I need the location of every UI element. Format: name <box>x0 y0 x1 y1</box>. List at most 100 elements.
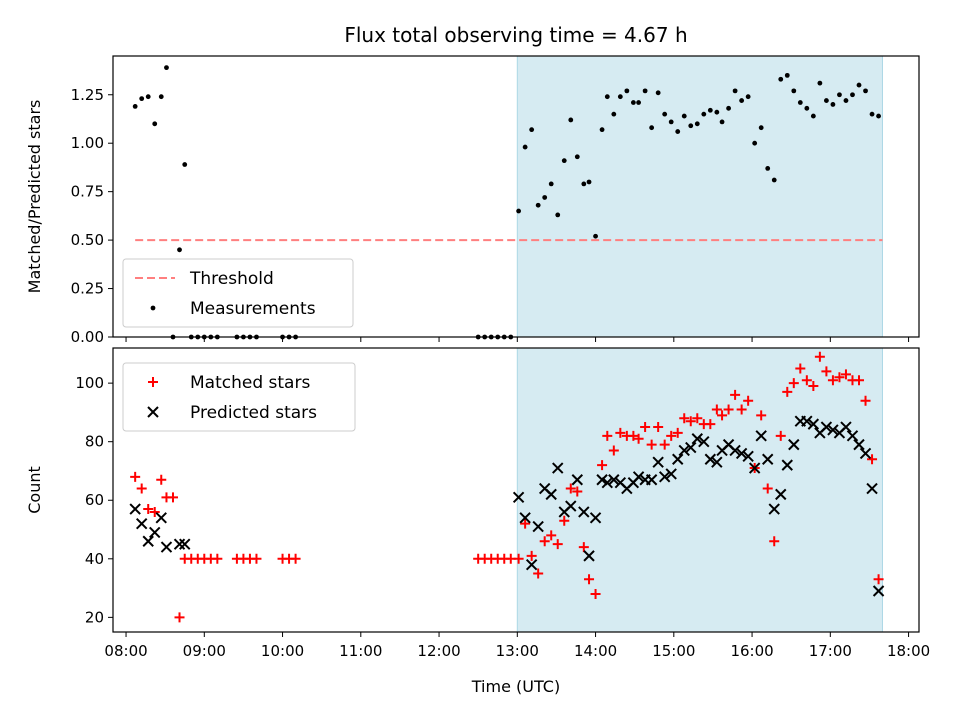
data-point <box>672 453 684 465</box>
x-tick-label: 12:00 <box>417 642 460 660</box>
x-tick-label: 15:00 <box>652 642 695 660</box>
data-point <box>155 512 167 524</box>
data-point <box>692 413 703 424</box>
x-tick-label: 17:00 <box>809 642 852 660</box>
data-point <box>158 94 164 100</box>
data-point <box>525 558 538 571</box>
data-point <box>748 462 761 474</box>
data-point <box>698 435 710 448</box>
legend-swatch <box>147 406 159 418</box>
data-point <box>555 212 561 218</box>
data-point <box>732 88 738 94</box>
data-point <box>143 504 154 515</box>
data-point <box>658 471 671 483</box>
data-point <box>830 102 836 107</box>
data-point <box>578 542 589 553</box>
top-panel: 0.00 0.25 0.50 0.75 1.00 1.25 Matched/Predicte… <box>25 55 920 346</box>
data-point <box>160 541 173 553</box>
data-point <box>719 119 725 125</box>
data-point <box>801 415 813 427</box>
data-point <box>129 503 141 515</box>
data-point <box>174 612 185 623</box>
data-point <box>602 430 613 441</box>
chart-title: Flux total observing time = 4.67 h <box>344 23 687 47</box>
data-point <box>869 111 875 117</box>
data-point <box>846 430 859 442</box>
data-point <box>705 419 716 430</box>
data-point <box>633 433 644 444</box>
data-point <box>769 536 780 547</box>
data-point <box>179 538 191 550</box>
observing-window-span <box>516 55 883 338</box>
data-point <box>860 395 871 406</box>
data-point <box>739 98 745 103</box>
data-point <box>872 585 885 597</box>
data-point <box>539 536 550 547</box>
data-point <box>668 119 674 125</box>
data-point <box>704 453 717 465</box>
data-point <box>827 424 839 436</box>
data-point <box>516 208 522 214</box>
data-point <box>743 395 754 406</box>
data-point <box>817 80 823 86</box>
data-point <box>659 439 670 450</box>
data-point <box>755 430 767 442</box>
data-point <box>729 444 741 457</box>
y-tick-label: 0.50 <box>71 231 104 249</box>
data-point <box>688 123 694 129</box>
y-tick-label: 20 <box>85 608 104 626</box>
data-point <box>765 166 771 171</box>
data-point <box>136 483 147 494</box>
data-point <box>617 94 623 100</box>
data-point <box>788 378 799 389</box>
data-point <box>859 447 872 460</box>
data-point <box>611 111 617 117</box>
data-point <box>758 125 764 131</box>
data-point <box>584 574 595 585</box>
data-point <box>837 92 842 98</box>
data-point <box>182 162 188 167</box>
data-point <box>583 550 595 562</box>
data-point <box>542 195 548 200</box>
data-point <box>132 103 138 109</box>
data-point <box>546 530 557 541</box>
data-point <box>526 550 537 561</box>
y-tick-label: 0.75 <box>71 183 104 201</box>
x-tick-label: 08:00 <box>104 642 147 660</box>
data-point <box>608 474 620 486</box>
data-point <box>814 351 825 362</box>
data-point <box>615 427 626 438</box>
data-point <box>807 418 820 430</box>
data-point <box>590 588 601 599</box>
x-tick-label: 16:00 <box>730 642 773 660</box>
data-point <box>866 482 878 495</box>
data-point <box>804 105 810 111</box>
data-point <box>850 92 855 98</box>
data-point <box>251 553 262 564</box>
data-point <box>139 96 145 102</box>
data-point <box>645 474 658 486</box>
data-point <box>581 181 587 187</box>
plot-frame <box>112 347 920 633</box>
legend-label: Measurements <box>190 299 316 319</box>
data-point <box>717 410 728 421</box>
data-point <box>135 517 148 530</box>
data-point <box>142 535 154 547</box>
data-point <box>290 553 301 564</box>
data-point <box>522 144 528 150</box>
y-tick-label: 60 <box>85 491 104 509</box>
data-point <box>519 512 531 524</box>
data-point <box>675 129 681 134</box>
data-point <box>177 247 182 253</box>
data-point <box>707 107 713 113</box>
legend-label: Predicted stars <box>190 403 317 423</box>
data-point <box>596 474 608 486</box>
y-tick-label: 100 <box>75 374 104 392</box>
data-point <box>624 88 630 94</box>
legend-box <box>122 258 354 328</box>
data-point <box>572 486 583 497</box>
data-point <box>666 430 677 441</box>
data-point <box>604 94 610 100</box>
data-point <box>701 111 707 117</box>
bottom-panel: 08:00 09:00 10:00 11:00 12:00 13:00 14:00 15:00… <box>25 347 930 660</box>
